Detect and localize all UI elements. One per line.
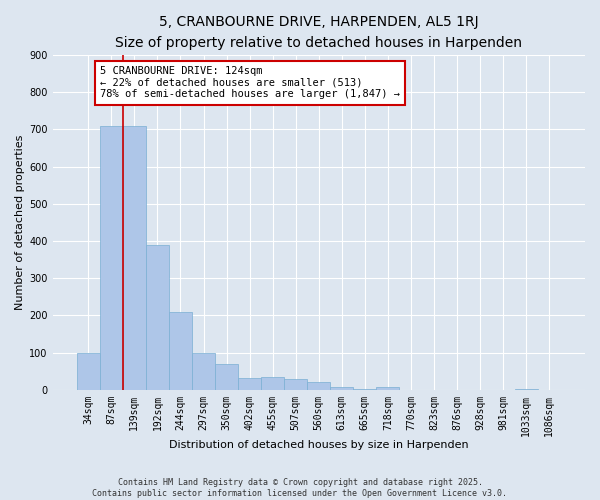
Text: 5 CRANBOURNE DRIVE: 124sqm
← 22% of detached houses are smaller (513)
78% of sem: 5 CRANBOURNE DRIVE: 124sqm ← 22% of deta… bbox=[100, 66, 400, 100]
Bar bbox=[238, 378, 261, 390]
Bar bbox=[261, 377, 284, 390]
Bar bbox=[123, 126, 146, 390]
Bar bbox=[100, 126, 123, 390]
Y-axis label: Number of detached properties: Number of detached properties bbox=[15, 134, 25, 310]
Bar bbox=[192, 352, 215, 390]
Bar bbox=[307, 382, 330, 390]
Bar bbox=[169, 312, 192, 390]
Bar bbox=[330, 387, 353, 390]
Bar bbox=[376, 387, 400, 390]
X-axis label: Distribution of detached houses by size in Harpenden: Distribution of detached houses by size … bbox=[169, 440, 469, 450]
Bar bbox=[515, 388, 538, 390]
Bar bbox=[353, 388, 376, 390]
Title: 5, CRANBOURNE DRIVE, HARPENDEN, AL5 1RJ
Size of property relative to detached ho: 5, CRANBOURNE DRIVE, HARPENDEN, AL5 1RJ … bbox=[115, 15, 522, 50]
Bar bbox=[77, 352, 100, 390]
Bar bbox=[215, 364, 238, 390]
Bar bbox=[284, 380, 307, 390]
Text: Contains HM Land Registry data © Crown copyright and database right 2025.
Contai: Contains HM Land Registry data © Crown c… bbox=[92, 478, 508, 498]
Bar bbox=[146, 244, 169, 390]
